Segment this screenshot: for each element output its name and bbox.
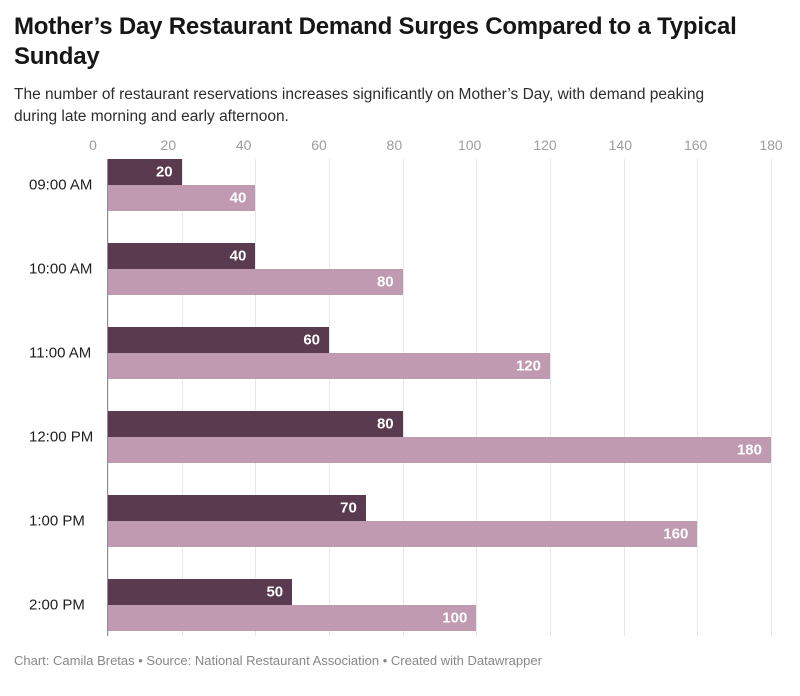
bar-value-label: 60	[303, 331, 320, 349]
bar-group: 09:00 AM 20 40	[29, 159, 771, 211]
bar-value-label: 80	[376, 273, 394, 291]
gridline	[771, 159, 772, 636]
bar-value-label: 40	[229, 189, 247, 207]
bar-value-label: 70	[340, 499, 357, 517]
x-tick-label: 20	[160, 137, 177, 153]
category-label: 2:00 PM	[29, 596, 85, 614]
gridline	[623, 159, 625, 636]
category-label: 11:00 AM	[29, 344, 92, 362]
bar-light-bars: 180	[108, 437, 771, 463]
chart-footer: Chart: Camila Bretas • Source: National …	[14, 653, 542, 668]
x-tick-label: 100	[457, 137, 482, 153]
bar-dark-bars: 70	[108, 495, 366, 521]
bar-value-label: 50	[266, 583, 284, 601]
bar-group: 2:00 PM 50 100	[29, 579, 771, 631]
bar-light-bars: 80	[108, 269, 403, 295]
bar-value-label: 100	[442, 609, 468, 627]
chart-title: Mother’s Day Restaurant Demand Surges Co…	[14, 13, 737, 70]
bar-value-label: 180	[736, 441, 762, 459]
x-tick-label: 80	[386, 137, 403, 153]
bar-value-label: 120	[515, 357, 541, 375]
gridline	[697, 159, 699, 636]
bar-value-label: 20	[155, 163, 173, 181]
bar-light-bars: 160	[108, 521, 698, 547]
category-label: 1:00 PM	[29, 512, 85, 530]
x-tick-label: 40	[235, 137, 252, 153]
gridline	[550, 159, 551, 636]
bar-chart: 0 20 40 60 80 100 120 140 160 180 09:00 AM 20 40 10:…	[14, 137, 786, 636]
bar-value-label: 40	[229, 247, 247, 265]
bar-light-bars: 120	[108, 353, 550, 379]
bar-value-label: 80	[376, 415, 394, 433]
bar-value-label: 160	[663, 525, 689, 543]
bar-group: 10:00 AM 40 80	[29, 243, 771, 295]
bar-dark-bars: 80	[108, 411, 403, 437]
chart-subtitle: The number of restaurant reservations in…	[14, 86, 705, 125]
category-label: 12:00 PM	[29, 428, 94, 446]
gridline	[402, 159, 404, 636]
x-axis: 0 20 40 60 80 100 120 140 160 180	[89, 137, 783, 155]
bar-group: 11:00 AM 60 120	[29, 327, 771, 379]
x-tick-label: 180	[759, 137, 783, 153]
gridline	[476, 159, 478, 636]
x-tick-label: 160	[683, 137, 708, 153]
gridline	[255, 159, 257, 636]
gridline	[329, 159, 330, 636]
bar-dark-bars: 20	[108, 159, 182, 185]
bar-light-bars: 100	[108, 605, 477, 631]
bar-group: 12:00 PM 80 180	[29, 411, 771, 463]
bar-dark-bars: 40	[108, 243, 256, 269]
bar-group: 1:00 PM 70 160	[29, 495, 771, 547]
plot-area: 09:00 AM 20 40 10:00 AM 40 80 11:00 AM 60 120 12:…	[29, 159, 772, 636]
category-label: 10:00 AM	[29, 260, 93, 278]
bar-dark-bars: 50	[108, 579, 293, 605]
bar-light-bars: 40	[108, 185, 256, 211]
bar-dark-bars: 60	[108, 327, 329, 353]
x-tick-label: 60	[311, 137, 327, 153]
gridline	[108, 159, 109, 636]
x-tick-label: 140	[608, 137, 633, 153]
x-tick-label: 120	[533, 137, 557, 153]
x-tick-label: 0	[89, 137, 97, 153]
category-label: 09:00 AM	[29, 176, 93, 194]
gridline	[181, 159, 183, 636]
